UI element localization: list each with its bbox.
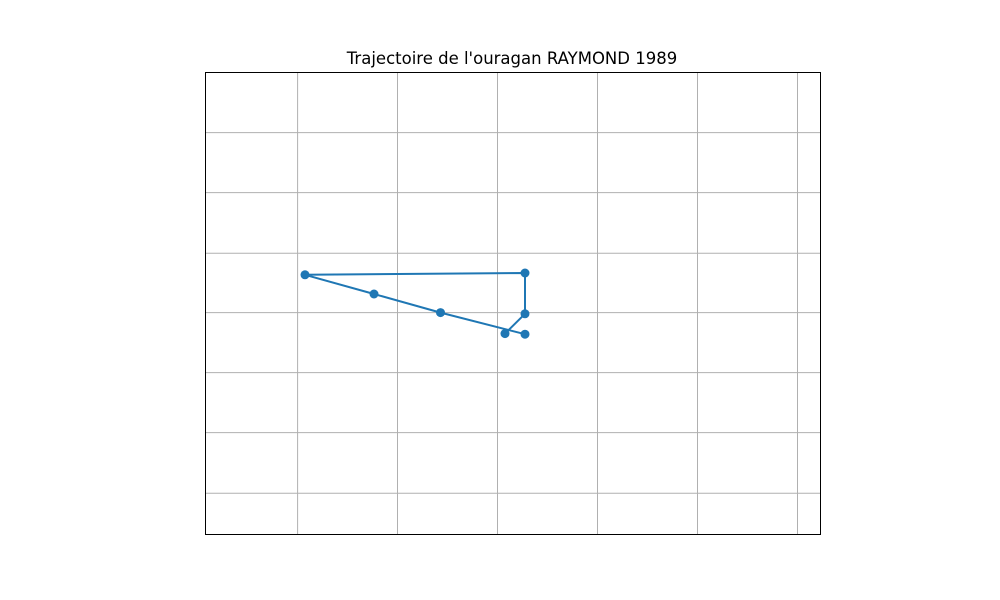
chart-title: Trajectoire de l'ouragan RAYMOND 1989 — [346, 49, 677, 68]
trajectory-point-6 — [500, 329, 510, 339]
trajectory-point-3 — [300, 270, 310, 280]
trajectory-point-4 — [520, 268, 530, 278]
trajectory-line — [304, 272, 526, 336]
trajectory-point-0 — [520, 329, 530, 339]
trajectory-point-5 — [520, 309, 530, 319]
plot-area — [300, 268, 530, 339]
grid-lines — [205, 72, 820, 534]
trajectory-point-1 — [436, 308, 445, 318]
trajectory-point-2 — [369, 289, 379, 299]
axes-frame — [205, 72, 821, 535]
